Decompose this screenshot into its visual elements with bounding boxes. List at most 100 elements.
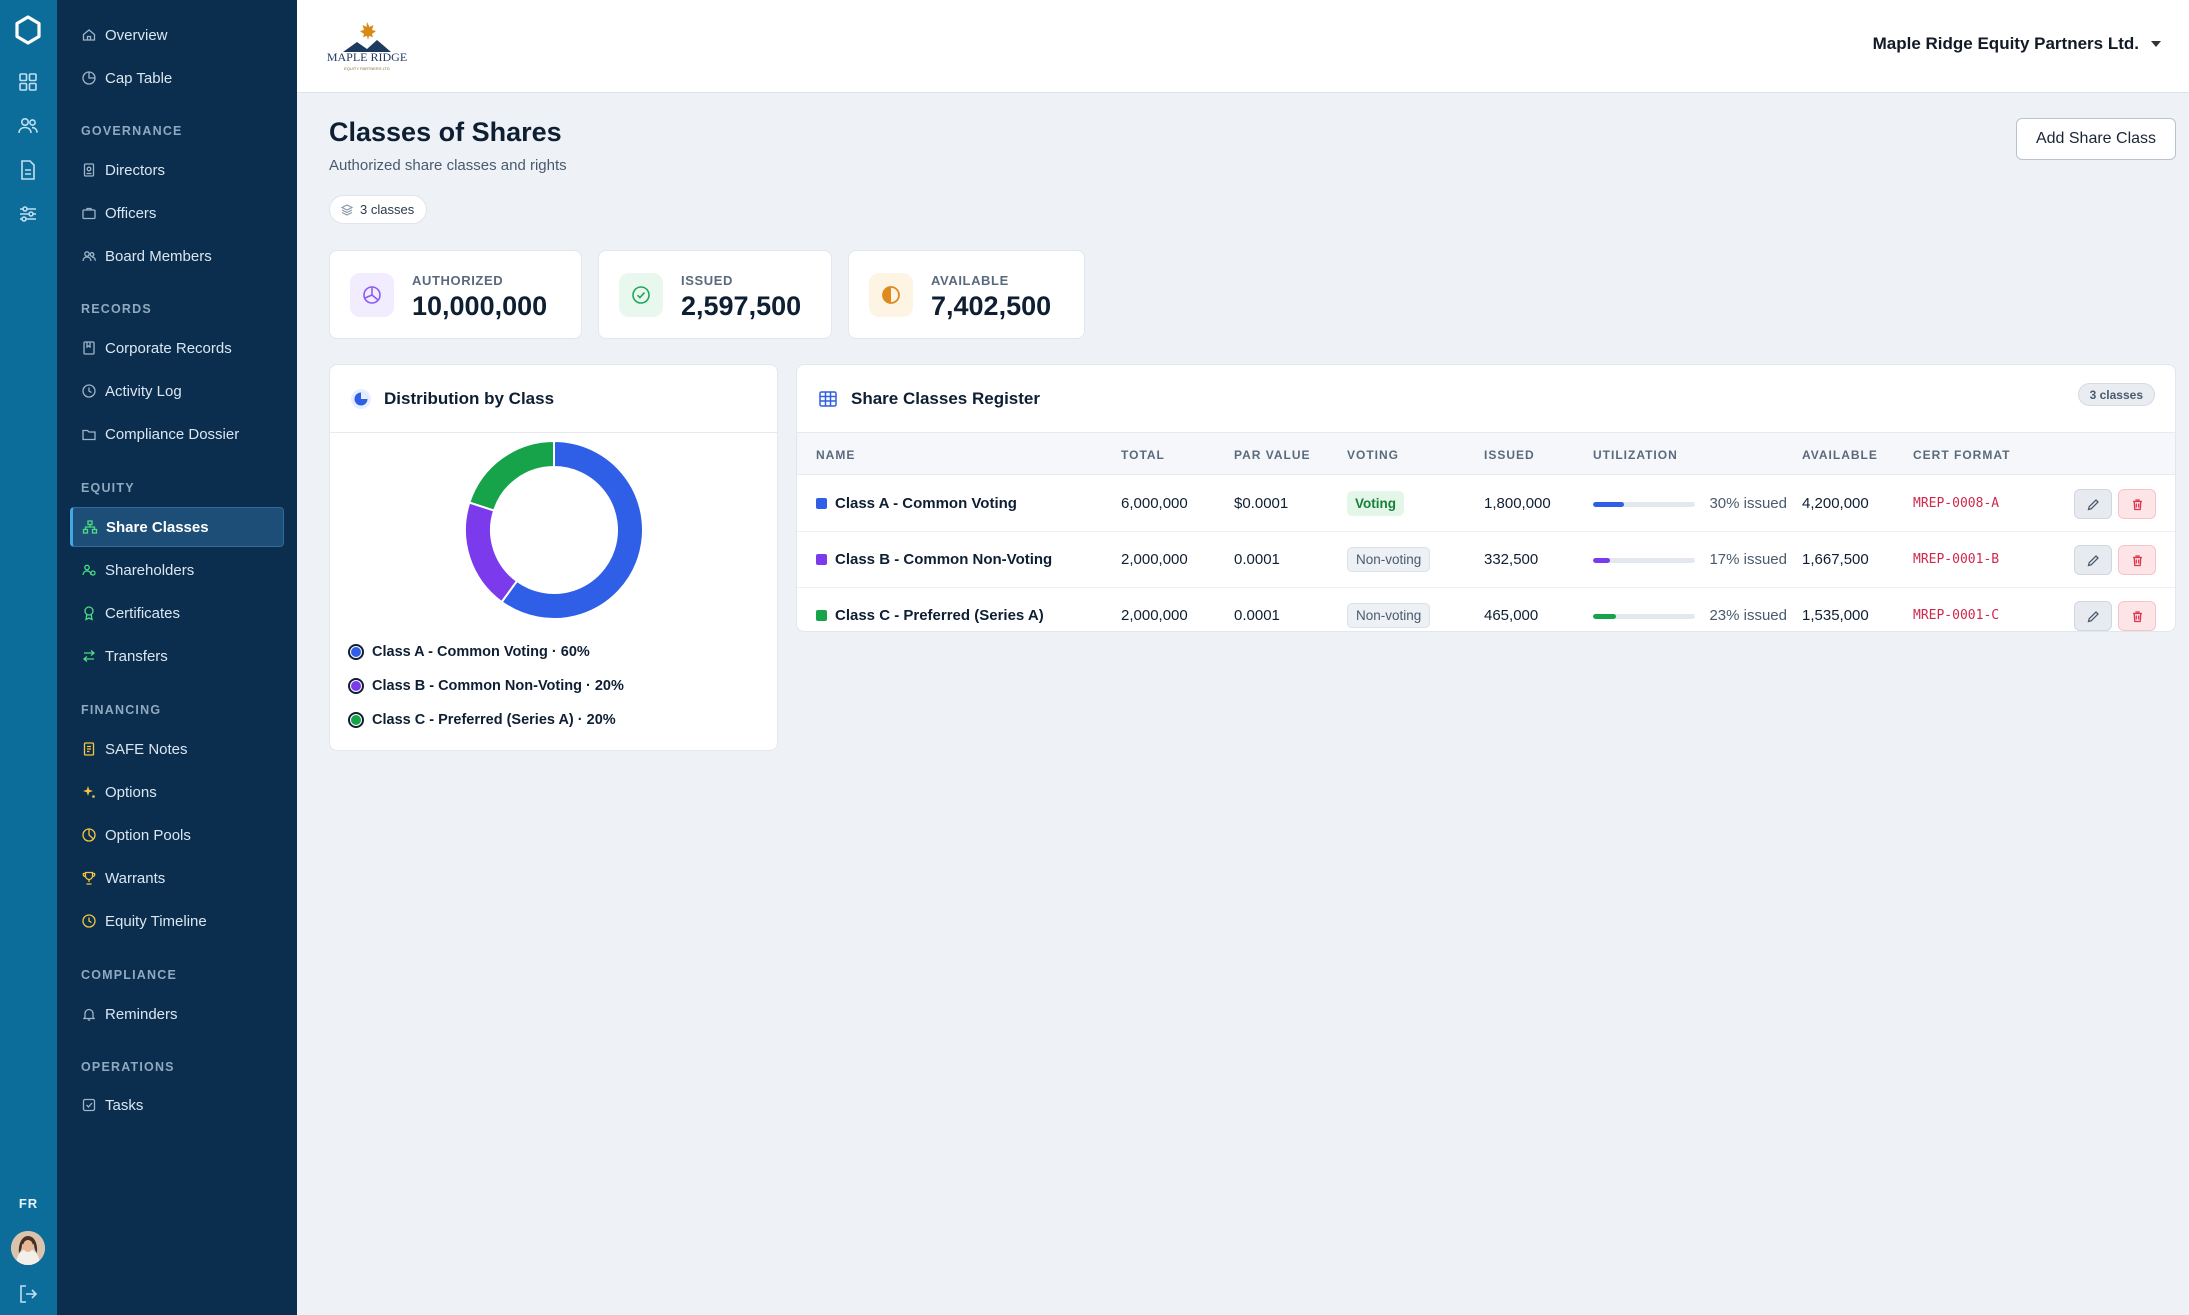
company-switcher[interactable]: Maple Ridge Equity Partners Ltd. <box>1873 34 2161 54</box>
column-header-utilization[interactable]: UTILIZATION <box>1593 448 1678 462</box>
sidebar: Overview Cap Table GOVERNANCE Directors … <box>57 0 297 1315</box>
sidebar-item-warrants[interactable]: Warrants <box>70 858 284 898</box>
sidebar-item-label: Corporate Records <box>105 339 232 357</box>
document-icon[interactable] <box>16 158 40 182</box>
column-header-issued[interactable]: ISSUED <box>1484 448 1535 462</box>
table-row[interactable]: Class C - Preferred (Series A) 2,000,000… <box>797 588 2175 644</box>
column-header-cert-format[interactable]: CERT FORMAT <box>1913 448 2011 462</box>
stat-card-issued: ISSUED 2,597,500 <box>598 250 832 339</box>
cert-format-cell: MREP-0001-B <box>1913 552 2000 567</box>
edit-button[interactable] <box>2074 601 2112 631</box>
available-cell: 4,200,000 <box>1802 495 1869 512</box>
sidebar-item-options[interactable]: Options <box>70 772 284 812</box>
add-share-class-button[interactable]: Add Share Class <box>2016 118 2176 160</box>
sidebar-item-directors[interactable]: Directors <box>70 150 284 190</box>
donut-slice-3[interactable] <box>468 439 555 512</box>
note-icon <box>83 742 95 756</box>
column-header-total[interactable]: TOTAL <box>1121 448 1165 462</box>
class-color-swatch <box>816 554 827 565</box>
user-group-icon <box>82 564 96 576</box>
legend-label: Class C - Preferred (Series A) · 20% <box>372 712 616 728</box>
issued-cell: 1,800,000 <box>1484 495 1551 512</box>
donut-slice-2[interactable] <box>464 501 519 604</box>
column-header-name[interactable]: NAME <box>816 448 856 462</box>
sidebar-item-label: SAFE Notes <box>105 740 188 758</box>
legend-label: Class B - Common Non-Voting · 20% <box>372 678 624 694</box>
page-title: Classes of Shares <box>329 117 562 147</box>
class-name: Class A - Common Voting <box>835 495 1017 512</box>
column-header-voting[interactable]: VOTING <box>1347 448 1400 462</box>
trash-icon <box>2132 554 2142 566</box>
table-row[interactable]: Class A - Common Voting 6,000,000 $0.000… <box>797 476 2175 532</box>
stat-label: ISSUED <box>681 273 734 288</box>
company-logo[interactable]: MAPLE RIDGE EQUITY PARTNERS LTD <box>321 18 413 76</box>
delete-button[interactable] <box>2118 545 2156 575</box>
sidebar-item-cap-table[interactable]: Cap Table <box>70 58 284 98</box>
total-cell: 2,000,000 <box>1121 607 1188 624</box>
sidebar-item-option-pools[interactable]: Option Pools <box>70 815 284 855</box>
sidebar-item-overview[interactable]: Overview <box>70 15 284 55</box>
table-row[interactable]: Class B - Common Non-Voting 2,000,000 0.… <box>797 532 2175 588</box>
issued-cell: 465,000 <box>1484 607 1539 624</box>
check-circle-icon <box>619 273 663 317</box>
avatar[interactable] <box>11 1231 45 1265</box>
sidebar-item-label: Certificates <box>105 604 181 622</box>
stat-value: 10,000,000 <box>412 291 548 321</box>
stat-value: 2,597,500 <box>681 291 802 321</box>
section-label-financing: FINANCING <box>81 703 162 717</box>
sidebar-item-label: Activity Log <box>105 382 182 400</box>
legend-item: Class A - Common Voting · 60% <box>348 635 624 669</box>
sidebar-item-label: Officers <box>105 204 157 222</box>
utilization-bar-fill <box>1593 558 1611 563</box>
sidebar-item-reminders[interactable]: Reminders <box>70 994 284 1034</box>
share-classes-register: Share Classes Register 3 classes NAME TO… <box>796 364 2176 632</box>
distribution-legend: Class A - Common Voting · 60% Class B - … <box>348 635 624 737</box>
issued-cell: 332,500 <box>1484 551 1539 568</box>
column-header-par-value[interactable]: PAR VALUE <box>1234 448 1311 462</box>
sidebar-item-compliance-dossier[interactable]: Compliance Dossier <box>70 414 284 454</box>
utilization-text: 17% issued <box>1709 551 1787 568</box>
legend-item: Class B - Common Non-Voting · 20% <box>348 669 624 703</box>
book-icon <box>83 341 95 355</box>
pencil-icon <box>2087 610 2099 622</box>
sidebar-item-label: Directors <box>105 161 166 179</box>
sidebar-item-officers[interactable]: Officers <box>70 193 284 233</box>
edit-button[interactable] <box>2074 489 2112 519</box>
par-value-cell: 0.0001 <box>1234 551 1280 568</box>
top-header: MAPLE RIDGE EQUITY PARTNERS LTD Maple Ri… <box>297 0 2189 93</box>
sidebar-item-board-members[interactable]: Board Members <box>70 236 284 276</box>
edit-button[interactable] <box>2074 545 2112 575</box>
table-icon <box>819 390 837 407</box>
sidebar-item-equity-timeline[interactable]: Equity Timeline <box>70 901 284 941</box>
voting-badge: Voting <box>1347 491 1404 516</box>
app-logo-icon[interactable] <box>12 14 44 46</box>
sliders-icon[interactable] <box>16 202 40 226</box>
sidebar-item-share-classes[interactable]: Share Classes <box>70 507 284 547</box>
layers-icon <box>340 203 354 216</box>
sidebar-item-shareholders[interactable]: Shareholders <box>70 550 284 590</box>
logout-icon[interactable] <box>16 1282 40 1306</box>
utilization-bar-fill <box>1593 614 1617 619</box>
delete-button[interactable] <box>2118 601 2156 631</box>
sidebar-item-safe-notes[interactable]: SAFE Notes <box>70 729 284 769</box>
language-toggle[interactable]: FR <box>18 1196 39 1211</box>
distribution-card: Distribution by Class Class A - Common V… <box>329 364 778 751</box>
class-name-cell: Class C - Preferred (Series A) <box>816 607 1044 624</box>
sidebar-item-tasks[interactable]: Tasks <box>70 1085 284 1125</box>
grid-icon[interactable] <box>16 70 40 94</box>
par-value-cell: $0.0001 <box>1234 495 1289 512</box>
section-label-compliance: COMPLIANCE <box>81 968 178 982</box>
sidebar-item-label: Compliance Dossier <box>105 425 240 443</box>
donut-slice-1[interactable] <box>500 439 644 620</box>
sidebar-item-label: Cap Table <box>105 69 173 87</box>
delete-button[interactable] <box>2118 489 2156 519</box>
stat-card-authorized: AUTHORIZED 10,000,000 <box>329 250 582 339</box>
sidebar-item-corporate-records[interactable]: Corporate Records <box>70 328 284 368</box>
sidebar-item-transfers[interactable]: Transfers <box>70 636 284 676</box>
sidebar-item-activity-log[interactable]: Activity Log <box>70 371 284 411</box>
users-icon[interactable] <box>16 114 40 138</box>
sidebar-item-certificates[interactable]: Certificates <box>70 593 284 633</box>
sidebar-item-label: Transfers <box>105 647 168 665</box>
sidebar-item-label: Equity Timeline <box>105 912 207 930</box>
column-header-available[interactable]: AVAILABLE <box>1802 448 1878 462</box>
